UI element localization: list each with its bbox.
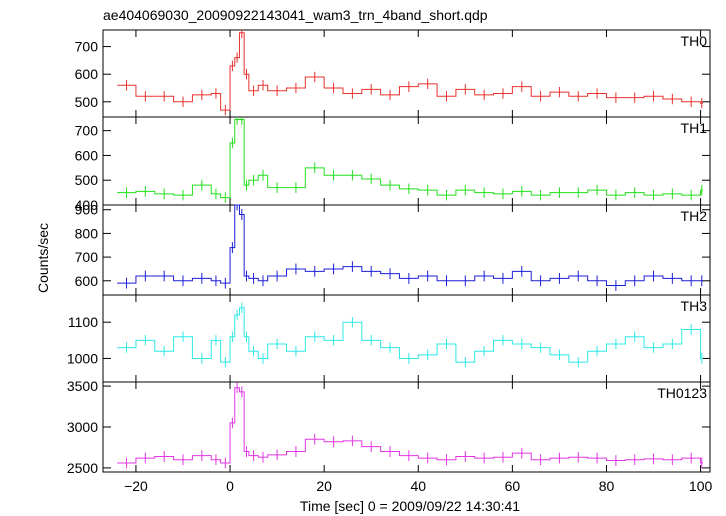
y-tick-label: 500: [75, 172, 99, 188]
y-tick-label: 700: [75, 123, 99, 139]
series-line-th2: [117, 204, 703, 287]
panel-frame: [102, 29, 711, 118]
y-tick-label: 2500: [67, 460, 98, 476]
x-tick-label: 100: [689, 478, 713, 494]
x-tick-label: 40: [410, 478, 426, 494]
x-tick-label: 20: [316, 478, 332, 494]
x-axis: −20 0 20 40 60 80 100: [124, 478, 712, 494]
panel-label: TH2: [681, 208, 708, 224]
y-tick-label: 3500: [67, 378, 98, 394]
panel-th3: 1000 1100 TH3: [67, 294, 711, 383]
y-tick-label: 700: [75, 39, 99, 55]
panels-group: 500 600 700 TH0 400 500 600 700 TH1 600 700 800 900 T…: [67, 29, 711, 476]
y-tick-label: 700: [75, 249, 99, 265]
y-tick-label: 500: [75, 94, 99, 110]
x-axis-label: Time [sec] 0 = 2009/09/22 14:30:41: [300, 498, 520, 514]
panel-frame: [102, 381, 711, 473]
x-tick-label: −20: [124, 478, 148, 494]
series-line-th0123: [117, 387, 703, 464]
y-tick-label: 600: [75, 147, 99, 163]
panel-th1: 400 500 600 700 TH1: [75, 116, 711, 213]
y-tick-label: 1100: [68, 314, 98, 330]
x-tick-label: 80: [599, 478, 615, 494]
y-tick-label: 3000: [67, 419, 98, 435]
panel-label: TH1: [681, 120, 708, 136]
panel-th0123: 2500 3000 3500 TH0123: [67, 378, 711, 476]
x-tick-label: 0: [226, 478, 234, 494]
chart-title: ae404069030_20090922143041_wam3_trn_4ban…: [103, 7, 488, 23]
y-tick-label: 800: [75, 225, 99, 241]
y-tick-label: 400: [75, 197, 99, 213]
panel-label: TH0: [681, 33, 708, 49]
x-tick-label: 60: [505, 478, 521, 494]
panel-th2: 600 700 800 900 TH2: [75, 202, 711, 296]
y-tick-label: 1000: [67, 350, 98, 366]
series-line-th0: [117, 32, 703, 111]
series-line-th3: [117, 307, 703, 363]
panel-frame: [102, 294, 711, 383]
panel-label: TH0123: [657, 385, 707, 401]
panel-frame: [102, 204, 711, 296]
series-line-th1: [117, 118, 703, 199]
y-tick-label: 600: [75, 66, 99, 82]
panel-th0: 500 600 700 TH0: [75, 29, 711, 118]
panel-frame: [102, 116, 711, 206]
y-tick-label: 600: [75, 273, 99, 289]
panel-label: TH3: [681, 298, 708, 314]
y-axis-label: Counts/sec: [35, 223, 51, 293]
y-tick-label: 900: [75, 202, 99, 218]
